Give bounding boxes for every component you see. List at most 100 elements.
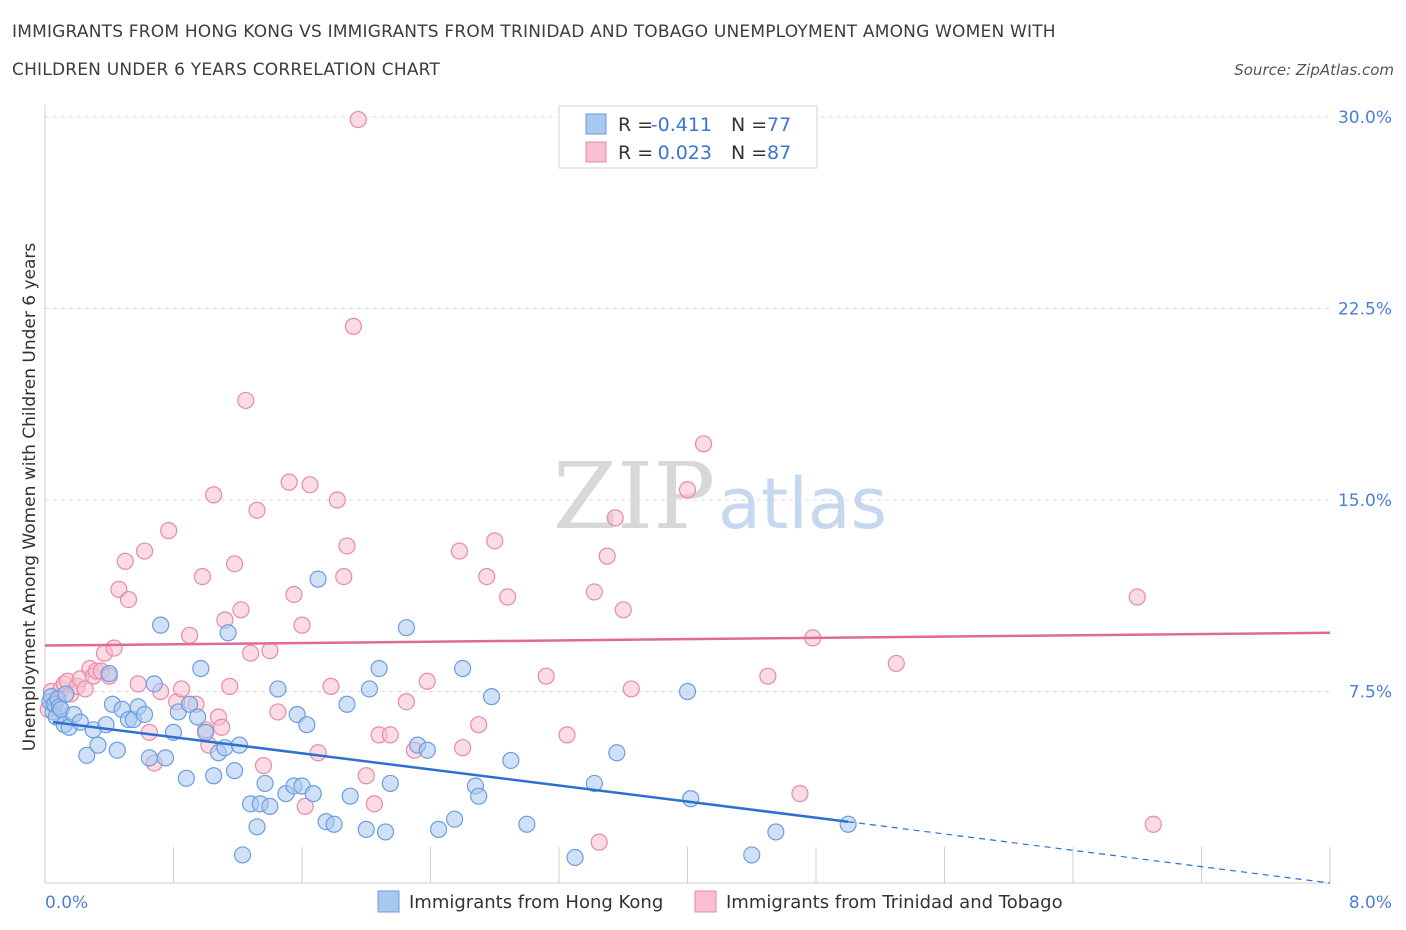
trinidad-point-71 [486, 532, 504, 550]
hongkong-point-17 [100, 665, 118, 683]
hongkong-point-81 [743, 846, 761, 864]
hongkong-point-33 [188, 708, 207, 726]
trinidad-point-18 [105, 639, 123, 657]
trinidad-point-47 [269, 703, 287, 721]
hongkong-point-35 [197, 723, 215, 741]
hongkong-point-24 [135, 705, 154, 724]
trinidad-point-68 [454, 739, 472, 757]
hongkong-point-15 [89, 736, 107, 754]
hongkong-point-32 [180, 695, 199, 713]
trinidad-point-56 [335, 567, 353, 586]
legend-n-label-1: N = [731, 142, 767, 164]
trinidad-point-40 [225, 555, 244, 573]
hongkong-point-55 [309, 570, 327, 588]
trinidad-point-49 [285, 585, 303, 604]
hongkong-point-74 [502, 751, 520, 770]
trinidad-point-45 [254, 756, 273, 775]
hongkong-point-67 [418, 741, 436, 759]
series-legend: Immigrants from Hong Kong Immigrants from… [377, 890, 1063, 913]
hongkong-point-59 [341, 787, 359, 805]
trinidad-point-50 [293, 616, 311, 634]
hongkong-point-64 [381, 774, 399, 793]
trinidad-point-51 [296, 797, 314, 816]
series-hongkong-points [41, 570, 857, 867]
hongkong-point-48 [269, 680, 287, 698]
trinidad-point-11 [76, 680, 94, 698]
x-tick-label-0: 0.0% [45, 893, 88, 913]
hongkong-trend-line [52, 720, 849, 823]
hongkong-point-47 [261, 797, 279, 816]
y-tick-label-0: 7.5% [1349, 683, 1392, 703]
trinidad-point-82 [694, 435, 713, 453]
trinidad-point-72 [499, 588, 517, 606]
source-label: Source: ZipAtlas.com [1234, 61, 1394, 79]
trinidad-point-58 [344, 317, 362, 335]
hongkong-point-82 [767, 823, 785, 841]
legend-swatch-blue [585, 113, 607, 135]
trinidad-point-32 [193, 567, 212, 586]
y-axis-label: Unemployment Among Women with Children U… [20, 243, 40, 752]
legend-r-label-0: R = [618, 114, 653, 136]
trinidad-point-73 [537, 667, 555, 685]
hongkong-point-40 [225, 762, 244, 780]
hongkong-point-53 [298, 716, 316, 734]
x-tick-labels: 0.0% 8.0% [45, 893, 1392, 913]
trinidad-point-77 [598, 547, 616, 565]
trinidad-point-21 [119, 590, 138, 609]
trinidad-point-20 [116, 552, 134, 570]
y-tick-label-3: 30.0% [1338, 108, 1392, 128]
trinidad-point-30 [180, 626, 199, 644]
hongkong-point-61 [360, 680, 379, 698]
hongkong-point-34 [192, 659, 210, 678]
hongkong-point-68 [429, 820, 448, 838]
trinidad-point-42 [237, 391, 255, 410]
legend-n-value-1: 87 [767, 142, 791, 164]
hongkong-point-60 [357, 820, 375, 838]
bottom-legend-swatch-pink [694, 890, 717, 913]
watermark-atlas: atlas [718, 463, 887, 545]
trinidad-point-84 [791, 785, 809, 803]
chart-title-line-1: IMMIGRANTS FROM HONG KONG VS IMMIGRANTS … [12, 22, 1056, 42]
axes [44, 105, 1331, 884]
legend-r-value-0: -0.411 [651, 114, 712, 136]
legend-swatch-pink [585, 141, 607, 163]
trinidad-point-64 [397, 693, 416, 711]
hongkong-point-19 [108, 741, 126, 759]
trinidad-point-61 [365, 795, 383, 813]
hongkong-point-62 [370, 659, 388, 678]
y-tick-label-2: 22.5% [1338, 300, 1392, 320]
hongkong-point-39 [219, 624, 237, 642]
trinidad-point-44 [248, 501, 266, 519]
hongkong-point-46 [256, 774, 274, 793]
trinidad-point-55 [328, 491, 346, 509]
hongkong-point-65 [397, 619, 416, 637]
trinidad-point-23 [135, 542, 154, 560]
hongkong-point-27 [152, 616, 170, 634]
trinidad-point-87 [1128, 588, 1146, 606]
hongkong-point-80 [682, 790, 700, 808]
hongkong-point-75 [518, 815, 536, 833]
trinidad-point-74 [558, 726, 576, 744]
trinidad-point-35 [205, 486, 223, 504]
hongkong-point-36 [205, 767, 223, 785]
hongkong-point-25 [140, 749, 159, 767]
trinidad-point-88 [1144, 815, 1162, 833]
hongkong-point-79 [678, 682, 697, 701]
trinidad-point-43 [242, 644, 260, 662]
hongkong-point-63 [376, 823, 395, 841]
hongkong-point-13 [78, 746, 96, 764]
y-tick-label-1: 15.0% [1338, 491, 1392, 511]
hongkong-point-76 [566, 848, 584, 867]
trinidad-point-22 [129, 675, 147, 693]
hongkong-point-54 [304, 785, 322, 803]
legend-r-label-1: R = [618, 142, 653, 164]
hongkong-point-9 [57, 685, 75, 703]
trinidad-point-29 [172, 680, 191, 698]
trinidad-point-78 [606, 509, 624, 527]
trinidad-point-76 [590, 833, 608, 851]
trinidad-point-80 [622, 680, 640, 698]
bottom-legend-label-1: Immigrants from Trinidad and Tobago [726, 892, 1063, 913]
hongkong-point-44 [248, 818, 266, 836]
trinidad-point-37 [213, 718, 231, 736]
